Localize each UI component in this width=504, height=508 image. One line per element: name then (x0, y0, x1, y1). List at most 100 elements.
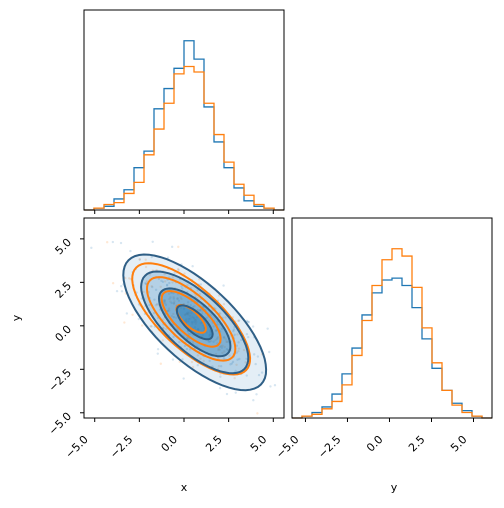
scatter-point-series-2 (242, 348, 246, 352)
scatter-point-series-2 (111, 282, 115, 285)
scatter-point-series-1 (208, 333, 211, 336)
histogram-series-2-steps (84, 65, 284, 211)
scatter-point-series-2 (194, 322, 197, 325)
scatter-point-series-2 (198, 278, 201, 281)
y-marginal-histogram-panel: −5.0 −2.5 0.0 2.5 5.0 (273, 217, 493, 461)
scatter-point-series-2 (172, 302, 176, 306)
scatter-point-series-1 (186, 311, 189, 314)
scatter-point-series-2 (212, 325, 215, 328)
scatter-point-series-1 (150, 255, 153, 259)
density-fill-series-1 (141, 271, 249, 374)
y-marginal-tick-label: −2.5 (315, 433, 343, 461)
scatter-point-series-1 (268, 350, 271, 354)
scatter-point-series-1 (234, 391, 237, 394)
contour-line-series-1 (122, 253, 268, 392)
scatter-point-series-1 (154, 288, 158, 292)
scatter-point-series-1 (193, 320, 196, 323)
density-fill-series-1 (123, 254, 267, 391)
scatter-point-series-2 (161, 339, 164, 342)
scatter-point-series-2 (228, 354, 231, 357)
scatter-point-series-2 (179, 296, 182, 299)
scatter-point-series-1 (225, 348, 229, 351)
scatter-point-series-1 (235, 344, 239, 347)
scatter-point-series-2 (199, 322, 203, 325)
scatter-point-series-1 (180, 285, 183, 288)
scatter-point-series-2 (237, 349, 240, 353)
scatter-point-series-2 (171, 281, 174, 284)
scatter-point-series-2 (201, 333, 205, 337)
scatter-point-series-1 (214, 329, 218, 332)
scatter-point-series-1 (129, 249, 132, 253)
scatter-point-series-2 (256, 412, 259, 415)
scatter-point-series-1 (188, 348, 192, 351)
scatter-point-series-2 (175, 316, 178, 319)
scatter-point-series-1 (181, 358, 184, 361)
scatter-point-series-1 (196, 364, 199, 367)
scatter-point-series-2 (193, 318, 197, 321)
scatter-point-series-1 (183, 344, 187, 348)
scatter-point-series-2 (123, 321, 126, 324)
scatter-point-series-2 (176, 267, 180, 271)
scatter-point-series-2 (201, 310, 204, 313)
scatter-point-series-1 (233, 333, 236, 336)
scatter-point-series-2 (186, 283, 189, 287)
scatter-point-series-1 (220, 327, 224, 331)
scatter-point-series-2 (222, 302, 226, 306)
contour-line-series-1 (175, 304, 214, 341)
scatter-point-series-1 (176, 297, 179, 301)
scatter-point-series-1 (232, 330, 235, 333)
scatter-point-series-1 (219, 375, 222, 378)
scatter-point-series-1 (269, 385, 272, 388)
scatter-point-series-2 (105, 241, 109, 244)
scatter-point-series-2 (163, 299, 167, 303)
y-marginal-axis-label: y (391, 481, 398, 494)
scatter-point-series-1 (199, 309, 202, 312)
scatter-point-series-1 (177, 299, 181, 302)
contour-line-series-1 (140, 270, 250, 375)
scatter-point-series-1 (172, 335, 175, 339)
scatter-point-series-1 (192, 316, 195, 320)
scatter-point-series-2 (179, 306, 183, 309)
scatter-point-series-1 (247, 321, 250, 324)
scatter-point-series-1 (165, 284, 169, 287)
scatter-point-series-1 (170, 301, 173, 305)
scatter-point-series-1 (266, 327, 269, 330)
scatter-point-series-1 (111, 240, 115, 244)
scatter-point-series-2 (194, 318, 197, 322)
y-marginal-histogram-steps (292, 248, 492, 419)
y-tick-label: 2.5 (53, 279, 75, 301)
scatter-point-series-2 (208, 319, 211, 322)
scatter-point-series-2 (190, 311, 193, 315)
scatter-point-series-2 (124, 276, 127, 280)
y-tick-label: −5.0 (46, 410, 74, 438)
scatter-point-series-2 (224, 338, 227, 341)
scatter-point-series-1 (225, 392, 229, 396)
y-marginal-ticks: −5.0 −2.5 0.0 2.5 5.0 (273, 418, 475, 461)
scatter-point-series-1 (247, 320, 250, 323)
scatter-point-series-1 (255, 393, 258, 396)
scatter-point-series-2 (189, 317, 192, 320)
scatter-point-series-2 (217, 356, 220, 360)
scatter-point-series-1 (220, 346, 224, 349)
scatter-point-series-1 (187, 317, 191, 321)
scatter-point-series-2 (149, 325, 152, 328)
scatter-point-series-1 (218, 386, 222, 390)
scatter-point-series-2 (199, 357, 202, 360)
y-axis-label: y (10, 314, 23, 321)
scatter-point-series-1 (212, 340, 215, 343)
scatter-point-series-1 (166, 309, 170, 313)
joint-y-ticks: −5.0 −2.5 0.0 2.5 5.0 (46, 236, 84, 438)
scatter-point-series-1 (172, 315, 176, 319)
scatter-point-series-1 (160, 279, 163, 283)
scatter-point-series-2 (172, 312, 175, 316)
y-marginal-tick-label: −5.0 (273, 433, 301, 461)
scatter-point-series-1 (252, 353, 256, 356)
scatter-point-series-1 (162, 300, 166, 303)
scatter-point-series-2 (217, 347, 221, 350)
scatter-point-series-1 (230, 362, 234, 365)
scatter-point-series-1 (205, 316, 208, 320)
scatter-point-series-1 (215, 337, 219, 340)
scatter-point-series-2 (140, 324, 144, 327)
scatter-point-series-2 (223, 336, 226, 339)
